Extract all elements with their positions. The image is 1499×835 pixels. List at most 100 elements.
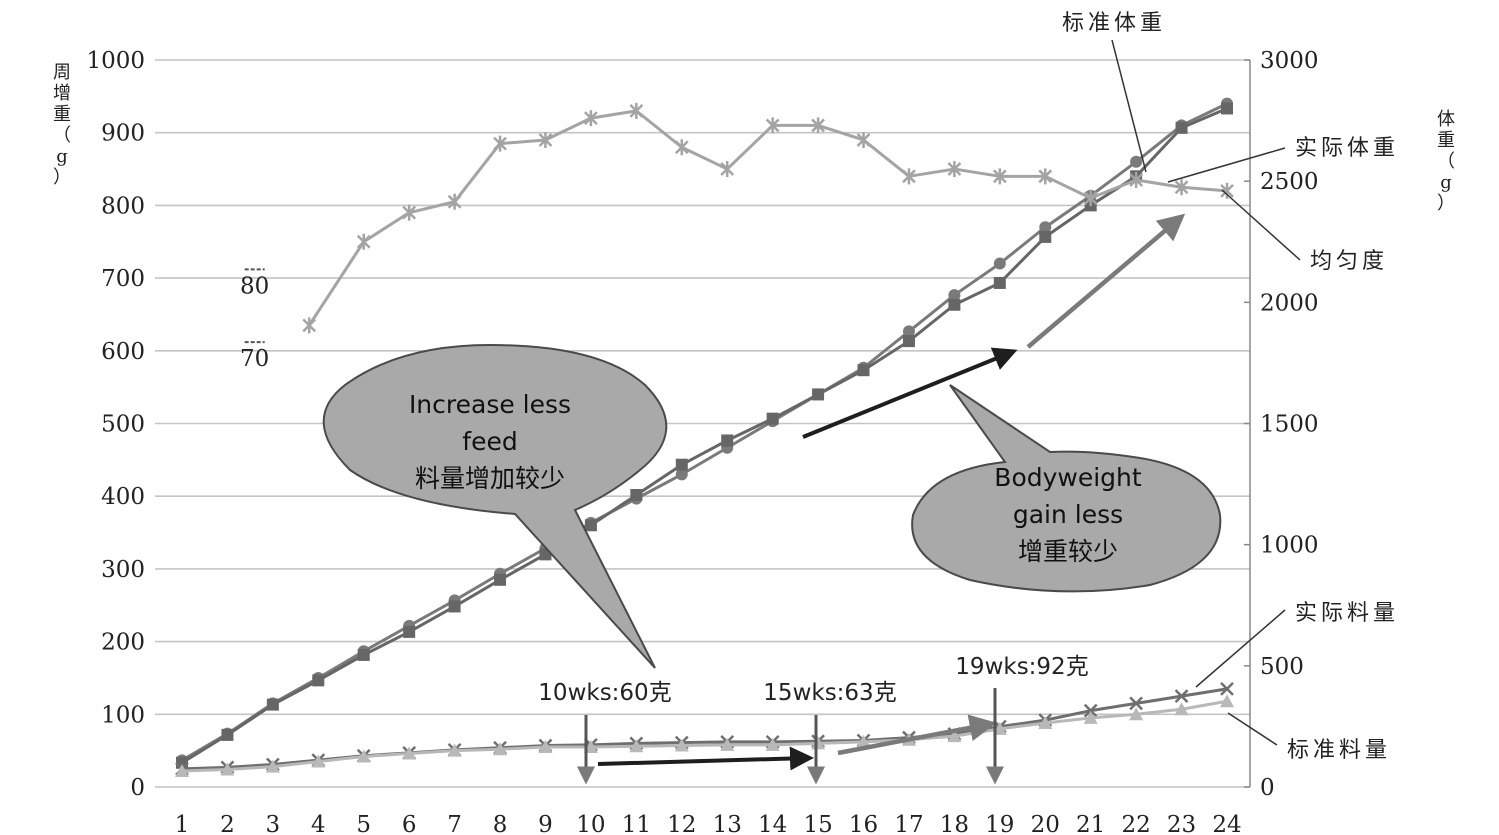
- series-label: 实际料量: [1295, 601, 1399, 626]
- x-tick-label: 7: [447, 812, 462, 835]
- axis-titles: 周增重（ g ） 体重（ g）: [53, 62, 1455, 214]
- data-point: [1174, 689, 1189, 704]
- right-tick-label: 1500: [1260, 412, 1319, 438]
- data-point: [1175, 121, 1188, 134]
- right-tick-label: 1000: [1260, 533, 1319, 559]
- x-tick-label: 15: [803, 812, 832, 835]
- data-point: [1083, 190, 1098, 207]
- data-point: [1039, 221, 1052, 234]
- data-point: [1220, 681, 1234, 696]
- data-point: [629, 102, 644, 119]
- data-point: [902, 335, 915, 348]
- data-point: [1130, 155, 1143, 168]
- week-annotations: 10wks:60克 15wks:63克 19wks:92克: [538, 654, 1089, 785]
- data-point: [265, 759, 280, 773]
- series-line: [181, 687, 1228, 771]
- stray-labels: 80 70: [240, 268, 269, 372]
- data-point: [1083, 710, 1098, 724]
- data-point: [721, 434, 734, 447]
- right-tick-label: 500: [1260, 654, 1304, 680]
- x-tick-label: 5: [356, 812, 371, 835]
- week-annotation: 10wks:60克: [538, 680, 671, 706]
- data-point: [947, 161, 962, 178]
- data-point: [402, 746, 417, 760]
- feed-arrow-gray: [837, 714, 997, 756]
- data-point: [266, 698, 279, 711]
- data-point: [356, 233, 371, 250]
- left-tick-label: 600: [101, 339, 145, 365]
- data-point: [1174, 179, 1189, 196]
- data-point: [493, 742, 508, 756]
- data-point: [674, 738, 689, 752]
- data-point: [447, 193, 462, 210]
- x-tick-label: 19: [985, 812, 1014, 835]
- data-point: [856, 131, 871, 148]
- data-point: [584, 110, 598, 127]
- series-label: 标准体重: [1062, 11, 1166, 36]
- series-line: [181, 699, 1228, 773]
- data-point: [1129, 696, 1144, 711]
- right-tick-label: 0: [1260, 775, 1275, 801]
- right-axis-title: 体重（ g）: [1437, 109, 1455, 214]
- data-point: [302, 317, 317, 334]
- data-point: [221, 728, 234, 741]
- callout-text: Increase less: [409, 390, 571, 419]
- x-tick-label: 16: [849, 812, 878, 835]
- data-point: [674, 139, 689, 156]
- right-tick-label: 2500: [1260, 169, 1319, 195]
- series-label: 均匀度: [1310, 249, 1388, 274]
- data-point: [947, 729, 962, 743]
- callout-text: Bodyweight: [994, 463, 1142, 492]
- leader-line: [1221, 189, 1301, 261]
- data-point: [720, 161, 735, 178]
- feed-arrow-dark: [597, 746, 814, 771]
- series-5: [175, 694, 1234, 778]
- data-point: [311, 754, 326, 768]
- data-point: [448, 600, 461, 613]
- x-tick-label: 1: [175, 812, 190, 835]
- data-point: [765, 117, 780, 134]
- series-line: [181, 107, 1228, 765]
- stray-label: 80: [240, 273, 269, 299]
- x-tick-label: 13: [713, 812, 742, 835]
- x-tick-label: 20: [1031, 812, 1060, 835]
- data-point: [538, 131, 553, 148]
- x-tick-label: 21: [1076, 812, 1105, 835]
- callout-text: 料量增加较少: [415, 464, 565, 493]
- data-point: [175, 764, 189, 778]
- data-point: [720, 737, 735, 751]
- data-point: [993, 276, 1006, 289]
- data-point: [1174, 702, 1189, 716]
- week-annotation: 19wks:92克: [955, 654, 1088, 680]
- callout-text: feed: [462, 427, 517, 456]
- stray-label: 70: [240, 346, 269, 372]
- series-line: [181, 102, 1228, 762]
- left-tick-label: 700: [101, 266, 145, 292]
- x-tick-label: 6: [402, 812, 417, 835]
- left-tick-label: 1000: [86, 48, 145, 74]
- x-tick-label: 8: [493, 812, 508, 835]
- x-tick-label: 17: [894, 812, 923, 835]
- x-tick-label: 23: [1167, 812, 1196, 835]
- right-axis: 0 500 1000 1500 2000 2500 3000: [1244, 48, 1319, 801]
- leader-line: [1227, 712, 1278, 746]
- data-point: [675, 458, 688, 471]
- data-point: [1220, 182, 1234, 199]
- week-annotation: 15wks:63克: [763, 680, 896, 706]
- data-point: [993, 257, 1006, 270]
- right-tick-label: 3000: [1260, 48, 1319, 74]
- data-point: [948, 289, 961, 302]
- leader-line: [1111, 39, 1147, 173]
- x-tick-label: 12: [667, 812, 696, 835]
- callout-text: gain less: [1013, 500, 1123, 529]
- leader-line: [1167, 147, 1286, 183]
- x-tick-label: 2: [220, 812, 235, 835]
- x-tick-label: 22: [1121, 812, 1150, 835]
- data-point: [220, 762, 235, 776]
- data-point: [402, 204, 417, 221]
- data-point: [857, 364, 870, 377]
- data-point: [1083, 703, 1098, 718]
- callout-bubble: [911, 384, 1222, 593]
- leader-line: [1195, 609, 1286, 688]
